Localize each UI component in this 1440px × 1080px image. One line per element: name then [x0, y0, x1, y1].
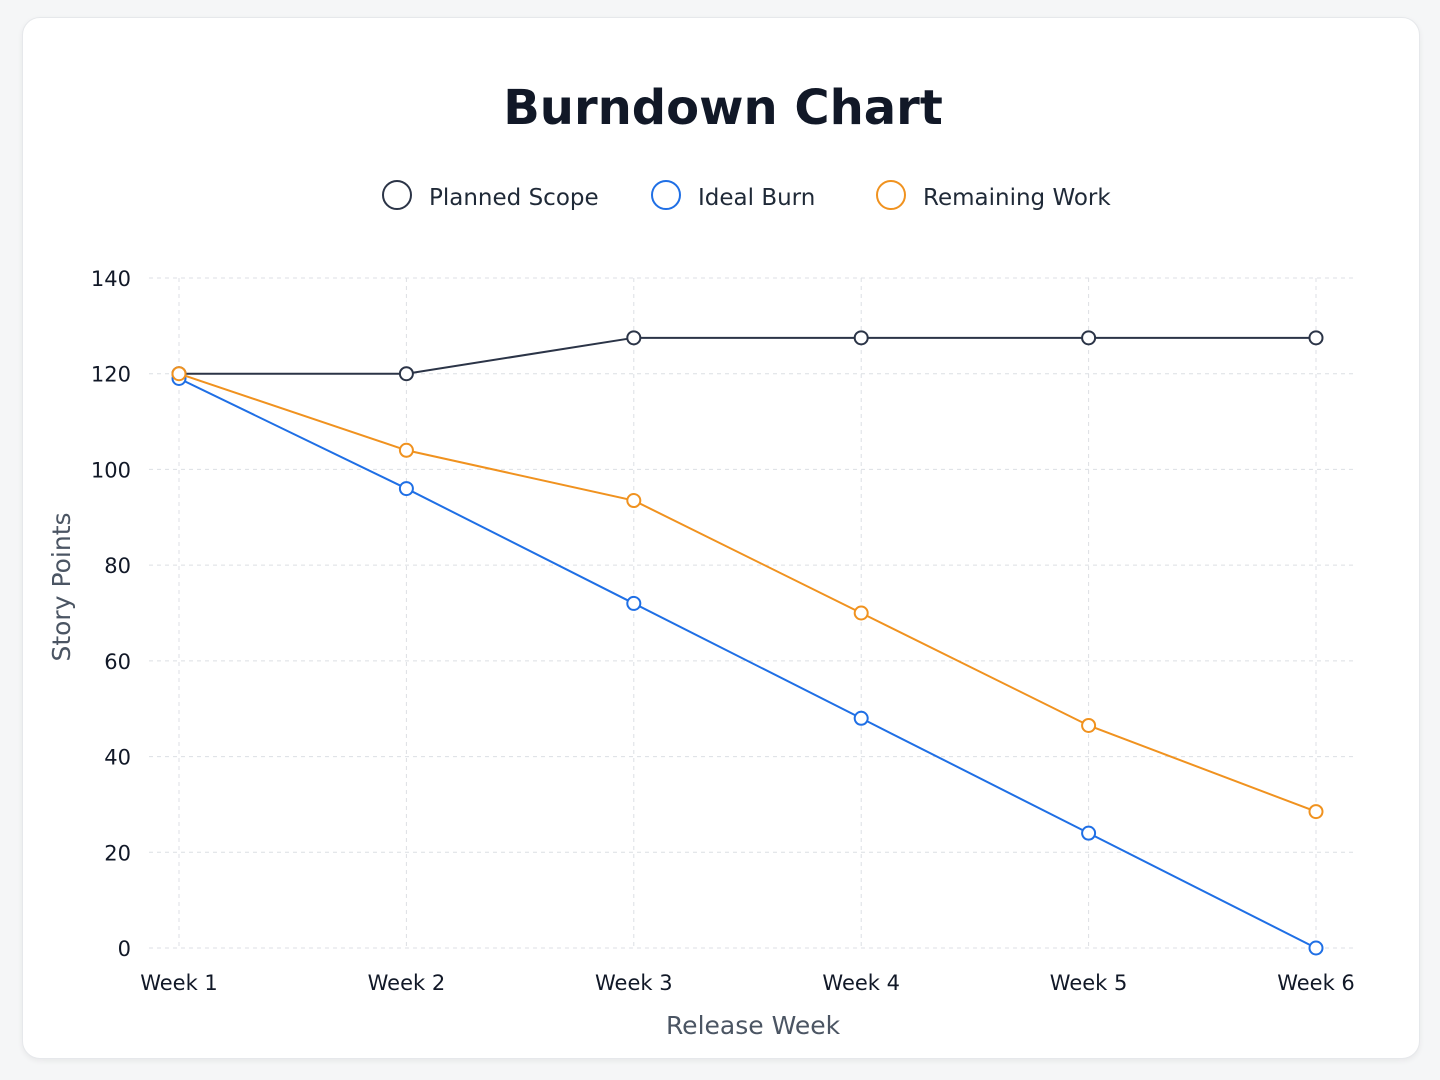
legend-item: Planned Scope: [382, 180, 599, 211]
y-tick-label: 40: [104, 746, 131, 770]
data-point: [853, 330, 869, 346]
chart-legend: Planned Scope Ideal Burn Remaining Work: [382, 180, 1111, 211]
y-tick-label: 120: [91, 363, 131, 387]
legend-label: Remaining Work: [923, 185, 1111, 211]
y-axis-label: Story Points: [47, 512, 76, 661]
series-2: [171, 366, 1324, 820]
chart-title: Burndown Chart: [503, 80, 943, 136]
series-0: [171, 330, 1324, 382]
series-line: [178, 372, 1317, 813]
y-tick-label: 60: [104, 650, 131, 674]
data-point: [1081, 825, 1097, 841]
x-tick-label: Week 6: [1277, 971, 1355, 995]
series-line: [178, 377, 1317, 949]
data-point: [1308, 940, 1324, 956]
legend-label: Planned Scope: [429, 185, 599, 211]
x-tick-label: Week 4: [822, 971, 900, 995]
data-point: [626, 330, 642, 346]
series-1: [171, 371, 1324, 956]
y-tick-label: 100: [91, 458, 131, 482]
x-tick-label: Week 1: [140, 971, 218, 995]
y-axis-ticks: 0 20 40 60 80 100 120 140: [91, 267, 131, 961]
data-point: [853, 605, 869, 621]
data-point: [171, 366, 187, 382]
data-point: [1081, 717, 1097, 733]
legend-marker: [651, 180, 681, 210]
data-point: [398, 442, 414, 458]
legend-marker: [876, 180, 906, 210]
x-axis-label: Release Week: [666, 1011, 841, 1040]
chart-series: [171, 330, 1324, 956]
chart-grid: [149, 277, 1355, 949]
data-point: [398, 481, 414, 497]
y-tick-label: 20: [104, 841, 131, 865]
data-point: [1308, 330, 1324, 346]
legend-label: Ideal Burn: [698, 185, 815, 211]
chart-card: [22, 17, 1420, 1059]
x-axis-ticks: Week 1 Week 2 Week 3 Week 4 Week 5 Week 6: [140, 971, 1355, 995]
data-point: [398, 366, 414, 382]
series-line: [179, 336, 1316, 375]
y-tick-label: 0: [118, 937, 131, 961]
data-point: [853, 710, 869, 726]
data-point: [626, 493, 642, 509]
y-tick-label: 140: [91, 267, 131, 291]
data-point: [626, 595, 642, 611]
x-tick-label: Week 5: [1050, 971, 1128, 995]
data-point: [1308, 804, 1324, 820]
legend-item: Remaining Work: [876, 180, 1111, 211]
data-point: [1081, 330, 1097, 346]
legend-item: Ideal Burn: [651, 180, 815, 211]
legend-marker: [382, 180, 412, 210]
x-tick-label: Week 2: [368, 971, 446, 995]
y-tick-label: 80: [104, 554, 131, 578]
x-tick-label: Week 3: [595, 971, 673, 995]
